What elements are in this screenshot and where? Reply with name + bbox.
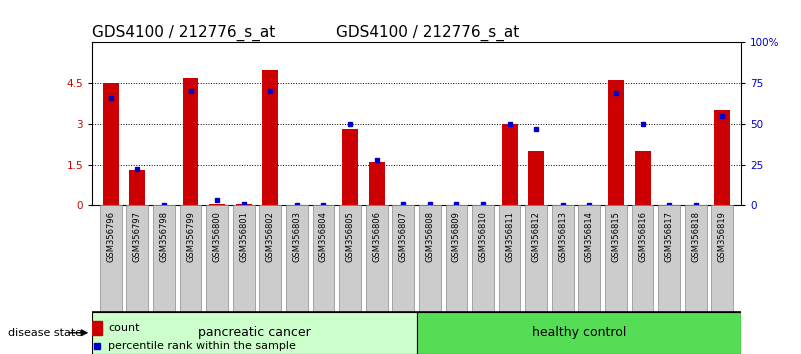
FancyBboxPatch shape — [233, 205, 255, 312]
Bar — [209, 204, 225, 205]
FancyBboxPatch shape — [552, 205, 574, 312]
FancyBboxPatch shape — [100, 205, 122, 312]
Bar — [501, 124, 517, 205]
Text: GSM356800: GSM356800 — [212, 211, 222, 262]
FancyBboxPatch shape — [658, 205, 680, 312]
Bar — [262, 70, 278, 205]
Text: GSM356816: GSM356816 — [638, 211, 647, 262]
FancyBboxPatch shape — [417, 312, 741, 354]
Text: GSM356819: GSM356819 — [718, 211, 727, 262]
Bar — [103, 83, 119, 205]
Text: healthy control: healthy control — [532, 326, 626, 339]
Text: pancreatic cancer: pancreatic cancer — [198, 326, 311, 339]
FancyBboxPatch shape — [392, 205, 414, 312]
FancyBboxPatch shape — [605, 205, 627, 312]
FancyBboxPatch shape — [472, 205, 494, 312]
Bar — [714, 110, 731, 205]
FancyBboxPatch shape — [445, 205, 467, 312]
Text: GDS4100 / 212776_s_at: GDS4100 / 212776_s_at — [336, 25, 520, 41]
FancyBboxPatch shape — [525, 205, 547, 312]
Bar — [235, 204, 252, 205]
Text: percentile rank within the sample: percentile rank within the sample — [108, 341, 296, 351]
FancyBboxPatch shape — [419, 205, 441, 312]
Text: GSM356818: GSM356818 — [691, 211, 700, 262]
Text: GSM356797: GSM356797 — [133, 211, 142, 262]
Text: GSM356814: GSM356814 — [585, 211, 594, 262]
Text: GSM356803: GSM356803 — [292, 211, 301, 262]
Text: GSM356812: GSM356812 — [532, 211, 541, 262]
Text: GSM356811: GSM356811 — [505, 211, 514, 262]
Text: GSM356807: GSM356807 — [399, 211, 408, 262]
Text: GSM356801: GSM356801 — [239, 211, 248, 262]
Text: GSM356798: GSM356798 — [159, 211, 168, 262]
Bar — [183, 78, 199, 205]
FancyBboxPatch shape — [685, 205, 706, 312]
Bar — [608, 80, 624, 205]
Text: disease state: disease state — [8, 328, 83, 338]
FancyBboxPatch shape — [578, 205, 600, 312]
Text: GSM356810: GSM356810 — [478, 211, 488, 262]
FancyBboxPatch shape — [339, 205, 361, 312]
Text: GSM356805: GSM356805 — [345, 211, 355, 262]
Text: GSM356813: GSM356813 — [558, 211, 567, 262]
Text: GDS4100 / 212776_s_at: GDS4100 / 212776_s_at — [92, 25, 276, 41]
Text: GSM356802: GSM356802 — [266, 211, 275, 262]
FancyBboxPatch shape — [286, 205, 308, 312]
Bar — [634, 151, 650, 205]
FancyBboxPatch shape — [127, 205, 148, 312]
Text: GSM356809: GSM356809 — [452, 211, 461, 262]
FancyBboxPatch shape — [366, 205, 388, 312]
FancyBboxPatch shape — [632, 205, 654, 312]
FancyBboxPatch shape — [711, 205, 733, 312]
Bar — [92, 321, 103, 335]
FancyBboxPatch shape — [179, 205, 201, 312]
Text: count: count — [108, 323, 139, 333]
FancyBboxPatch shape — [499, 205, 521, 312]
FancyBboxPatch shape — [312, 205, 334, 312]
Text: GSM356817: GSM356817 — [665, 211, 674, 262]
Text: GSM356796: GSM356796 — [107, 211, 115, 262]
FancyBboxPatch shape — [92, 312, 417, 354]
Bar — [368, 162, 384, 205]
Text: GSM356804: GSM356804 — [319, 211, 328, 262]
Text: GSM356806: GSM356806 — [372, 211, 381, 262]
FancyBboxPatch shape — [260, 205, 281, 312]
FancyBboxPatch shape — [153, 205, 175, 312]
Bar — [129, 170, 145, 205]
Text: GSM356799: GSM356799 — [186, 211, 195, 262]
Bar — [342, 129, 358, 205]
Text: GSM356815: GSM356815 — [611, 211, 621, 262]
FancyBboxPatch shape — [206, 205, 228, 312]
Bar — [528, 151, 544, 205]
Text: GSM356808: GSM356808 — [425, 211, 434, 262]
